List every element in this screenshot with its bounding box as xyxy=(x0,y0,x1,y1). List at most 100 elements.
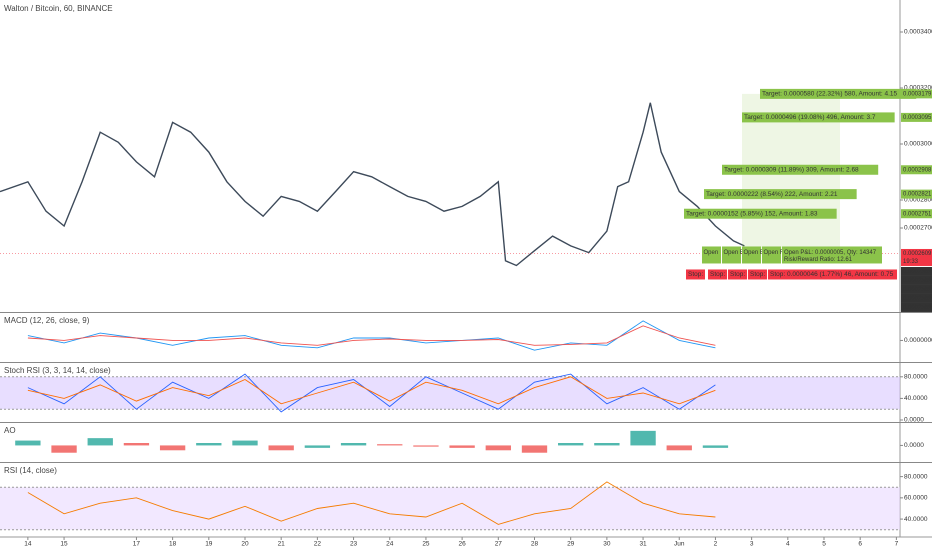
price-tag xyxy=(901,189,932,199)
y-tick-label: 60.0000 xyxy=(904,495,928,502)
price-tag-label: 0.0003095 xyxy=(903,115,932,121)
stop-label: Stop: xyxy=(710,271,725,278)
bar xyxy=(449,445,475,448)
y-tick-label: 0.0000000 xyxy=(904,337,932,344)
x-tick-label: 14 xyxy=(24,541,32,548)
bar xyxy=(159,445,186,451)
target-label: Target: 0.0000152 (5.85%) 152, Amount: 1… xyxy=(686,210,818,217)
open-label-bg xyxy=(742,246,761,264)
price-tag-label: 0.0003179 xyxy=(903,91,932,97)
stacked-tag xyxy=(901,275,932,285)
bar xyxy=(630,430,656,446)
band xyxy=(0,487,900,530)
target-label-bg xyxy=(742,112,895,123)
series-line xyxy=(27,325,716,346)
stacked-tag-label: 0.0002599 xyxy=(903,305,932,311)
open-label: Open E xyxy=(744,250,764,256)
stop-label-bg xyxy=(748,269,767,280)
stacked-tag-label: 0.0002599 xyxy=(903,269,932,275)
bar xyxy=(87,438,113,446)
stacked-tag xyxy=(901,302,932,312)
open-summary: Open P&L: 0.0000005, Qty: 14347 xyxy=(784,250,877,256)
last-price-tag xyxy=(901,248,932,266)
y-tick-label: 40.0000 xyxy=(904,516,928,523)
bar xyxy=(558,443,584,446)
bar xyxy=(702,445,729,448)
price-tag xyxy=(901,165,932,175)
y-tick-label: 0.0002700 xyxy=(904,225,932,232)
open-label: Open R xyxy=(764,250,785,256)
bar xyxy=(196,443,222,446)
price-tag xyxy=(901,89,932,99)
price-tag-label: 0.0002821 xyxy=(903,192,932,198)
open-summary-bg xyxy=(782,246,882,264)
bar xyxy=(377,444,403,446)
stop-label-bg xyxy=(686,269,705,280)
bar xyxy=(304,445,331,448)
bar xyxy=(123,443,150,446)
bar xyxy=(340,443,367,446)
bar xyxy=(268,445,294,451)
series-line xyxy=(27,373,716,413)
x-tick-label: 7 xyxy=(895,541,899,548)
stop-label-bg xyxy=(728,269,747,280)
band xyxy=(0,376,900,410)
stop-label-bg xyxy=(708,269,727,280)
bar xyxy=(521,445,548,453)
y-tick-label: 0.0000 xyxy=(904,417,924,424)
y-tick-label: 0.0003400 xyxy=(904,29,932,36)
target-label: Target: 0.0000309 (11.89%) 309, Amount: … xyxy=(724,166,859,173)
series-line xyxy=(27,481,716,525)
target-label-bg xyxy=(760,88,917,99)
y-tick-label: 40.0000 xyxy=(904,395,928,402)
price-tag xyxy=(901,209,932,219)
pane-title: Walton / Bitcoin, 60, BINANCE xyxy=(4,4,113,13)
target-label-bg xyxy=(704,189,857,200)
x-tick-label: 31 xyxy=(639,541,647,548)
x-tick-label: 15 xyxy=(60,541,68,548)
stacked-tag-label: 0.0002599 xyxy=(903,278,932,284)
bar xyxy=(232,440,258,446)
x-tick-label: 5 xyxy=(822,541,826,548)
y-tick-label: 80.0000 xyxy=(904,473,928,480)
stop-label: Stop: xyxy=(750,271,765,278)
stacked-tag-label: 0.0002599 xyxy=(903,287,932,293)
x-tick-label: 23 xyxy=(350,541,358,548)
price-tag xyxy=(901,112,932,122)
bar xyxy=(666,445,692,451)
last-price-label: 0.0002609 xyxy=(903,251,932,257)
pane-title: AO xyxy=(4,426,16,435)
x-tick-label: Jun xyxy=(674,541,685,548)
bar xyxy=(594,443,620,446)
x-tick-label: 6 xyxy=(858,541,862,548)
stacked-tag-label: 0.0002599 xyxy=(903,296,932,302)
x-tick-label: 19 xyxy=(205,541,213,548)
stop-summary-bg xyxy=(768,269,897,280)
target-label-bg xyxy=(722,164,879,175)
y-tick-label: 0.0003200 xyxy=(904,85,932,92)
target-label: Target: 0.0000222 (8.54%) 222, Amount: 2… xyxy=(706,191,838,198)
open-label-bg xyxy=(702,246,721,264)
stacked-tag xyxy=(901,293,932,303)
x-tick-label: 18 xyxy=(169,541,177,548)
price-tag-label: 0.0002751 xyxy=(903,211,932,217)
price-tag-label: 0.0002908 xyxy=(903,167,932,173)
pane-title: Stoch RSI (3, 3, 14, 14, close) xyxy=(4,366,111,375)
target-label: Target: 0.0000580 (22.32%) 580, Amount: … xyxy=(762,91,898,98)
series-line xyxy=(0,102,745,267)
x-tick-label: 17 xyxy=(133,541,141,548)
y-tick-label: 0.0002800 xyxy=(904,197,932,204)
open-summary: Risk/Reward Ratio: 12.61 xyxy=(784,257,853,263)
x-tick-label: 20 xyxy=(241,541,249,548)
target-label-bg xyxy=(684,208,837,219)
x-tick-label: 4 xyxy=(786,541,790,548)
x-tick-label: 21 xyxy=(278,541,286,548)
stop-label: Stop: xyxy=(730,271,745,278)
x-tick-label: 3 xyxy=(750,541,754,548)
target-label: Target: 0.0000496 (19.08%) 496, Amount: … xyxy=(744,114,876,121)
series-line xyxy=(27,320,716,351)
open-label-bg xyxy=(722,246,741,264)
x-tick-label: 2 xyxy=(714,541,718,548)
stacked-tag xyxy=(901,266,932,276)
x-tick-label: 28 xyxy=(531,541,539,548)
